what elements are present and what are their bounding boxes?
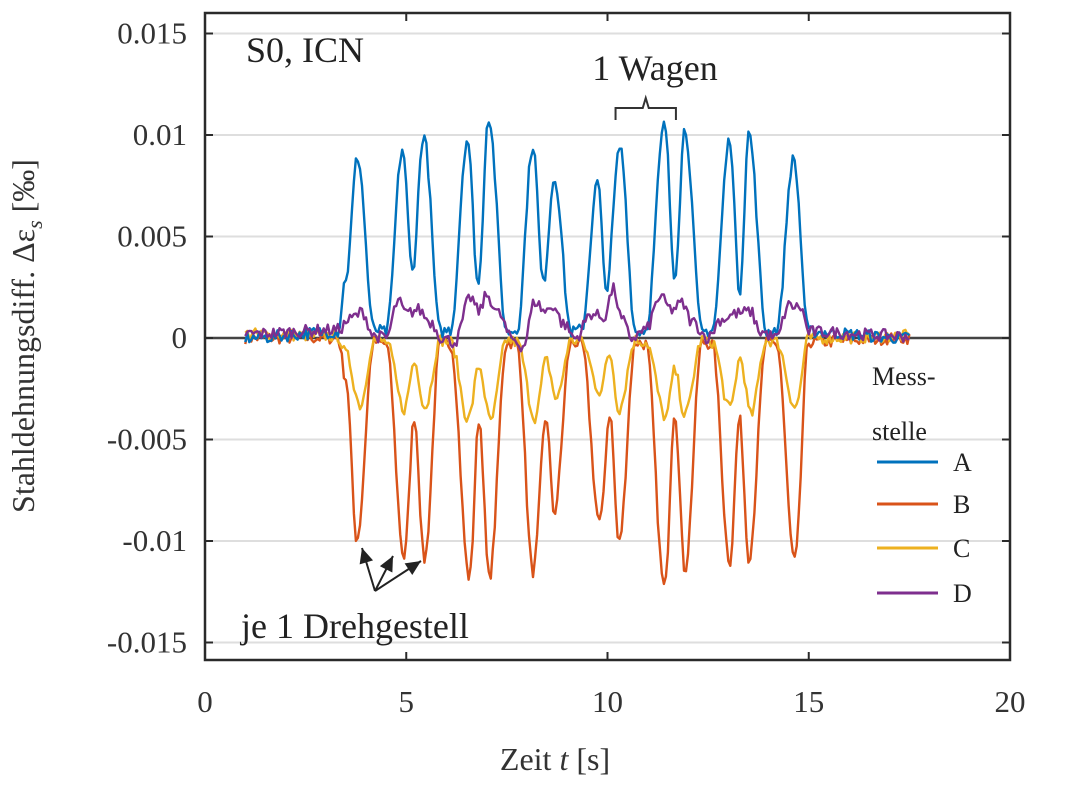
x-tick-label: 0 (197, 684, 213, 719)
x-axis-title: Zeit t [s] (500, 741, 610, 777)
y-axis-title-unit: [‰] (5, 159, 41, 220)
series-line-D (244, 282, 910, 353)
tick-layer (205, 13, 1010, 660)
series-line-B (244, 331, 911, 586)
legend-label-B: B (953, 490, 970, 519)
drehgestell-arrowhead (379, 556, 393, 573)
panel-label: S0, ICN (246, 30, 364, 70)
drehgestell-arrows (359, 547, 422, 592)
x-axis-title-var: t (559, 741, 569, 777)
y-tick-label: 0.015 (117, 16, 187, 51)
legend-label-A: A (953, 448, 972, 477)
x-tick-label: 5 (399, 684, 415, 719)
legend-title-line1: Mess- (872, 362, 936, 391)
y-tick-label: -0.005 (107, 422, 187, 457)
series-layer (244, 120, 911, 586)
y-tick-label: -0.015 (107, 625, 187, 660)
annotation-wagen: 1 Wagen (592, 48, 717, 88)
wagen-brace (614, 94, 677, 120)
annotation-drehgestell: je 1 Drehgestell (239, 606, 469, 646)
y-tick-label: -0.01 (122, 523, 187, 558)
x-tick-label: 15 (793, 684, 824, 719)
series-line-C (244, 327, 911, 425)
y-tick-label: 0.005 (117, 219, 187, 254)
drehgestell-arrowhead (359, 548, 374, 565)
y-tick-labels: 0.015 0.01 0.005 0 -0.005 -0.01 -0.015 (107, 16, 187, 660)
x-tick-label: 10 (592, 684, 623, 719)
legend-title-line2: stelle (872, 417, 927, 446)
grid-layer (205, 32, 1010, 644)
y-axis-title-subscript: s (22, 220, 47, 229)
legend-label-D: D (953, 579, 972, 608)
x-tick-label: 20 (995, 684, 1026, 719)
y-tick-label: 0.01 (133, 117, 187, 152)
x-axis-title-unit: [s] (568, 741, 610, 777)
drehgestell-arrowhead (404, 561, 421, 576)
x-tick-labels: 0 5 10 15 20 (197, 684, 1025, 719)
legend-label-C: C (953, 534, 970, 563)
y-axis-title: Stahldehnungsdiff. Δεs [‰] (5, 159, 47, 513)
y-axis-title-text: Stahldehnungsdiff. Δε (5, 229, 41, 513)
series-line-A (244, 120, 911, 344)
y-tick-label: 0 (172, 320, 188, 355)
x-axis-title-text: Zeit (500, 741, 560, 777)
